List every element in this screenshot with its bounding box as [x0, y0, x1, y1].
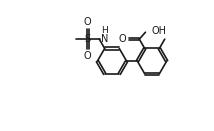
Text: H: H — [101, 26, 108, 35]
Text: O: O — [84, 51, 92, 61]
Text: O: O — [119, 34, 126, 44]
Text: S: S — [85, 34, 91, 44]
Text: OH: OH — [152, 26, 167, 36]
Text: N: N — [101, 34, 108, 44]
Text: O: O — [84, 17, 92, 27]
